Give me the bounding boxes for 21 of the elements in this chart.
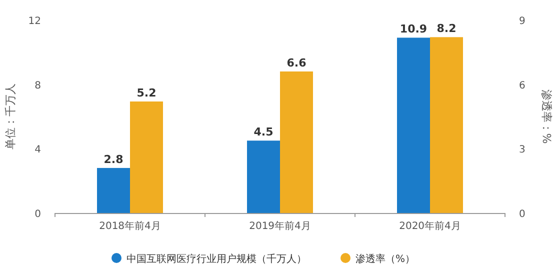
y2-tick-label: 0: [519, 209, 526, 220]
y2-tick-label: 3: [519, 144, 526, 156]
y2-axis-title: 渗透率：%: [540, 89, 553, 144]
data-label: 4.5: [254, 126, 274, 139]
x-tick-label: 2019年前4月: [249, 220, 311, 232]
y2-tick-label: 6: [519, 80, 526, 92]
y-tick-label: 0: [34, 209, 41, 220]
x-tick-label: 2020年前4月: [399, 220, 461, 232]
data-label: 6.6: [286, 56, 307, 70]
data-label: 5.2: [136, 86, 156, 100]
data-label: 8.2: [436, 22, 456, 36]
y-axis-title: 单位：千万人: [4, 84, 17, 150]
legend-label: 中国互联网医疗行业用户规模（千万人）: [126, 253, 306, 265]
legend-label: 渗透率（%）: [356, 253, 416, 265]
data-label: 2.8: [104, 152, 124, 166]
data-label: 10.9: [400, 22, 428, 36]
y-tick-label: 12: [28, 16, 41, 27]
y-tick-label: 4: [34, 144, 41, 156]
y-tick-label: 8: [34, 80, 41, 92]
y2-tick-label: 9: [519, 16, 526, 27]
x-tick-label: 2018年前4月: [99, 220, 161, 232]
